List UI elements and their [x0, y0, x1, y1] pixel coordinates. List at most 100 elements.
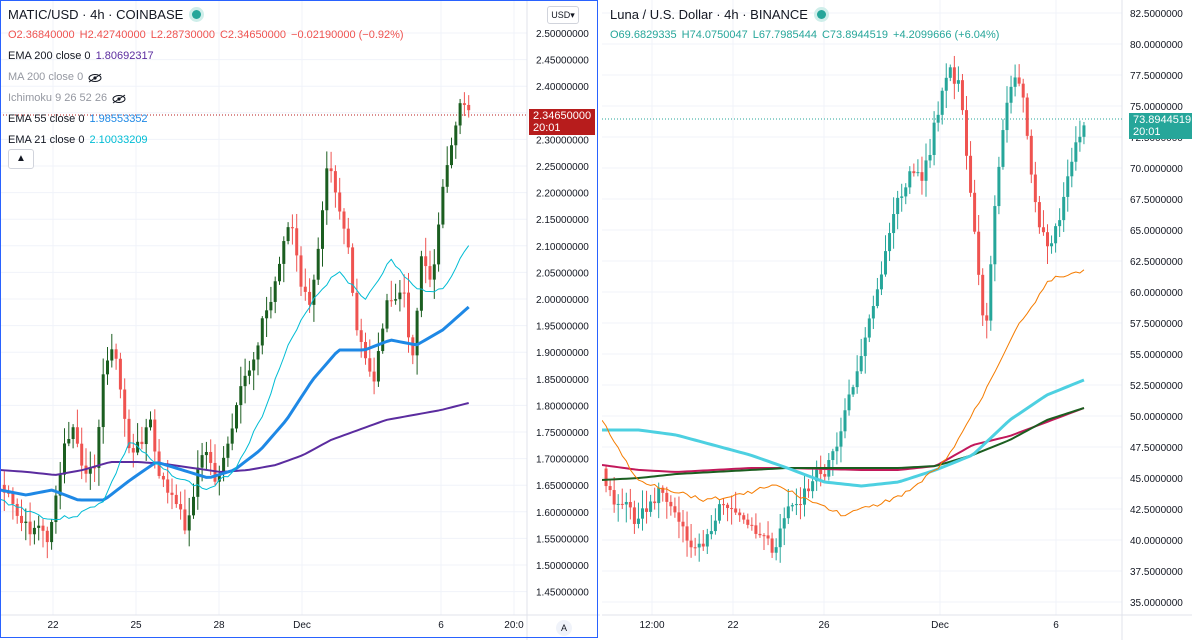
- candle-body: [1013, 77, 1017, 87]
- luna-symbol-title[interactable]: Luna / U.S. Dollar · 4h · BINANCE: [610, 7, 808, 22]
- candle-body: [11, 493, 15, 504]
- candle-body: [333, 171, 337, 193]
- green-ma-line: [602, 407, 1085, 481]
- indicator-ichimoku[interactable]: Ichimoku 9 26 52 26: [8, 88, 404, 109]
- time-axis-label: Dec: [293, 620, 311, 631]
- hidden-eye-icon[interactable]: [112, 94, 126, 104]
- matic-close: C2.34650000: [219, 29, 287, 41]
- time-axis-label: 28: [213, 620, 225, 631]
- red-ma-line: [602, 407, 1085, 473]
- candle-body: [110, 349, 114, 361]
- candle-body: [239, 386, 243, 406]
- candle-body: [888, 233, 892, 252]
- candle-body: [1050, 243, 1054, 247]
- ema55-line: [0, 305, 470, 502]
- matic-symbol-title[interactable]: MATIC/USD · 4h · COINBASE: [8, 7, 184, 22]
- candle-body: [385, 300, 389, 329]
- matic-change: −0.02190000 (−0.92%): [291, 29, 404, 41]
- candle-body: [628, 501, 632, 508]
- cyan-ma-line: [602, 378, 1085, 488]
- candle-body: [766, 535, 770, 539]
- candle-body: [851, 387, 855, 395]
- luna-chart-pane[interactable]: 82.5000000 80.0000000 77.5000000 75.0000000…: [602, 0, 1192, 640]
- indicator-ma200[interactable]: MA 200 close 0: [8, 67, 404, 88]
- candle-body: [286, 227, 290, 242]
- candle-body: [50, 522, 54, 543]
- candle-body: [867, 318, 871, 338]
- candle-body: [653, 501, 657, 504]
- candle-body: [114, 349, 118, 359]
- luna-change: +4.2099666 (+6.04%): [893, 29, 1000, 41]
- candle-body: [977, 231, 981, 275]
- price-axis-label: 37.5000000: [1130, 567, 1183, 578]
- candle-body: [693, 547, 697, 549]
- price-axis-label: 47.5000000: [1130, 443, 1183, 454]
- matic-legend: MATIC/USD · 4h · COINBASE O2.36840000 H2…: [8, 4, 404, 151]
- candle-body: [884, 251, 887, 275]
- price-axis-label: 50.0000000: [1130, 412, 1183, 423]
- candle-body: [196, 467, 200, 497]
- candle-body: [916, 172, 920, 174]
- candle-body: [1037, 202, 1041, 228]
- candle-body: [758, 533, 762, 536]
- candle-body: [1058, 220, 1062, 227]
- matic-chart-pane[interactable]: 2.500000002.450000002.400000002.35000000…: [0, 0, 600, 640]
- ema21-line: [0, 245, 470, 521]
- candle-body: [144, 427, 148, 445]
- auto-scale-button[interactable]: A: [556, 620, 572, 636]
- candle-body: [863, 337, 867, 357]
- indicator-ema21[interactable]: EMA 21 close 0 2.10033209: [8, 130, 404, 151]
- indicator-ema200[interactable]: EMA 200 close 0 1.80692317: [8, 46, 404, 67]
- currency-select-button[interactable]: USD▾: [547, 6, 579, 24]
- candle-body: [770, 538, 774, 553]
- candle-body: [24, 521, 28, 524]
- candle-body: [904, 187, 908, 197]
- indicator-ema55[interactable]: EMA 55 close 0 1.98553352: [8, 109, 404, 130]
- hidden-eye-icon[interactable]: [88, 73, 102, 83]
- candle-body: [803, 488, 806, 505]
- candle-body: [226, 443, 230, 458]
- collapse-legend-button[interactable]: ▲: [8, 149, 34, 169]
- candle-body: [290, 227, 294, 229]
- candle-body: [101, 374, 105, 428]
- candle-body: [701, 543, 705, 547]
- luna-chart-canvas[interactable]: 82.5000000 80.0000000 77.5000000 75.0000000…: [602, 0, 1192, 640]
- candle-body: [419, 256, 423, 311]
- candle-body: [717, 504, 721, 521]
- candle-body: [346, 228, 350, 248]
- luna-countdown: 20:01: [1133, 126, 1161, 138]
- candle-body: [689, 540, 693, 548]
- candle-body: [299, 255, 303, 287]
- candle-body: [713, 520, 717, 532]
- candle-body: [54, 495, 58, 523]
- candle-body: [1029, 135, 1033, 175]
- candle-body: [118, 358, 122, 390]
- indicator-value: 1.98553352: [89, 113, 148, 125]
- price-axis-label: 45.0000000: [1130, 474, 1183, 485]
- candle-body: [1005, 102, 1009, 131]
- candle-body: [815, 469, 819, 482]
- candle-body: [338, 192, 342, 212]
- candle-body: [243, 375, 247, 387]
- indicator-label: EMA 21 close 0: [8, 134, 85, 146]
- candle-body: [839, 431, 843, 447]
- candle-body: [411, 337, 415, 356]
- candle-body: [424, 256, 428, 267]
- candle-body: [278, 263, 281, 282]
- time-axis-label: 12:00: [639, 620, 664, 631]
- candle-body: [612, 490, 616, 505]
- orange-ma-line: [602, 269, 1085, 517]
- candle-body: [312, 279, 316, 305]
- candle-body: [217, 474, 221, 482]
- luna-close: C73.8944519: [821, 29, 889, 41]
- candle-body: [80, 443, 84, 466]
- candle-body: [149, 419, 152, 428]
- price-axis-label: 82.5000000: [1130, 9, 1183, 20]
- candle-body: [677, 512, 681, 522]
- candle-body: [415, 310, 419, 356]
- candle-body: [879, 274, 883, 290]
- price-axis-label: 55.0000000: [1130, 350, 1183, 361]
- candle-body: [368, 358, 372, 372]
- candle-body: [209, 451, 213, 463]
- matic-high: H2.42740000: [79, 29, 146, 41]
